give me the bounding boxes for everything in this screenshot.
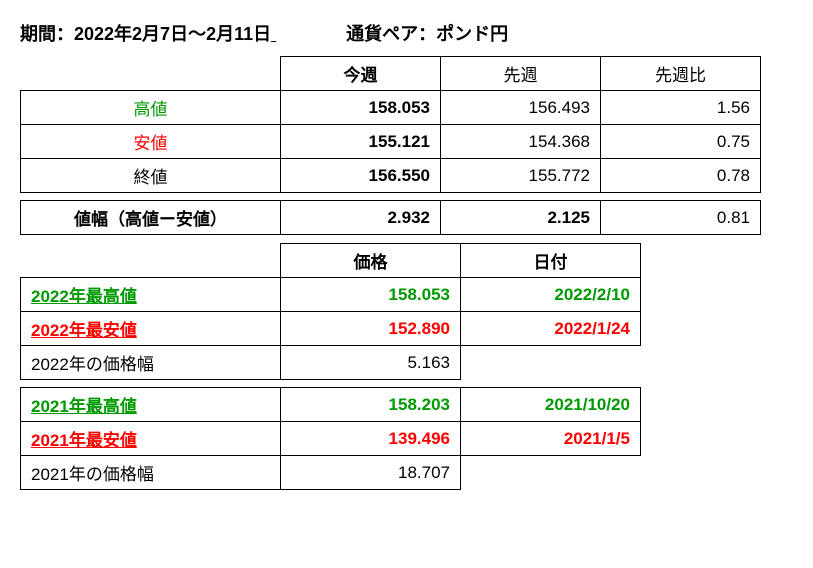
row-2022-range: 2022年の価格幅 <box>21 346 281 380</box>
table-row: 2022年の価格幅 5.163 <box>21 346 641 380</box>
cell: 0.81 <box>601 201 761 235</box>
table-row: 安値 155.121 154.368 0.75 <box>21 125 761 159</box>
table-row: 2021年最安値 139.496 2021/1/5 <box>21 422 641 456</box>
row-2022-low: 2022年最安値 <box>21 312 281 346</box>
cell: 155.121 <box>281 125 441 159</box>
cell: 2022/2/10 <box>461 278 641 312</box>
empty-cell <box>21 57 281 91</box>
cell: 158.053 <box>281 278 461 312</box>
row-2021-high: 2021年最高値 <box>21 388 281 422</box>
table-row: 2021年最高値 158.203 2021/10/20 <box>21 388 641 422</box>
row-label-high: 高値 <box>21 91 281 125</box>
col-price: 価格 <box>281 244 461 278</box>
cell: 139.496 <box>281 422 461 456</box>
cell: 2.932 <box>281 201 441 235</box>
cell: 152.890 <box>281 312 461 346</box>
cell: 2021/10/20 <box>461 388 641 422</box>
year-table: 価格 日付 2022年最高値 158.053 2022/2/10 2022年最安… <box>20 243 641 490</box>
empty-cell <box>461 456 641 490</box>
cell: 2.125 <box>441 201 601 235</box>
cell: 158.203 <box>281 388 461 422</box>
cell: 18.707 <box>281 456 461 490</box>
row-label-close: 終値 <box>21 159 281 193</box>
table-row: 値幅（高値ー安値） 2.932 2.125 0.81 <box>21 201 761 235</box>
cell: 156.550 <box>281 159 441 193</box>
period-label: 期間：2022年2月7日～2月11日 <box>20 20 271 46</box>
row-2021-low: 2021年最安値 <box>21 422 281 456</box>
cell: 1.56 <box>601 91 761 125</box>
table-row: 2022年最安値 152.890 2022/1/24 <box>21 312 641 346</box>
cell: 2021/1/5 <box>461 422 641 456</box>
table-row: 2022年最高値 158.053 2022/2/10 <box>21 278 641 312</box>
cell: 0.75 <box>601 125 761 159</box>
table-row: 価格 日付 <box>21 244 641 278</box>
row-label-low: 安値 <box>21 125 281 159</box>
pair-label: 通貨ペア：ポンド円 <box>346 20 508 46</box>
row-2021-range: 2021年の価格幅 <box>21 456 281 490</box>
row-2022-high: 2022年最高値 <box>21 278 281 312</box>
cell: 0.78 <box>601 159 761 193</box>
table-row: 高値 158.053 156.493 1.56 <box>21 91 761 125</box>
header: 期間：2022年2月7日～2月11日 通貨ペア：ポンド円 <box>20 20 793 46</box>
week-table: 今週 先週 先週比 高値 158.053 156.493 1.56 安値 155… <box>20 56 761 235</box>
gap-row <box>21 380 641 388</box>
table-row: 終値 156.550 155.772 0.78 <box>21 159 761 193</box>
col-this-week: 今週 <box>281 57 441 91</box>
empty-cell <box>461 346 641 380</box>
cell: 2022/1/24 <box>461 312 641 346</box>
empty-cell <box>21 244 281 278</box>
row-label-range: 値幅（高値ー安値） <box>21 201 281 235</box>
cell: 158.053 <box>281 91 441 125</box>
cell: 155.772 <box>441 159 601 193</box>
col-last-week: 先週 <box>441 57 601 91</box>
cell: 5.163 <box>281 346 461 380</box>
table-row: 2021年の価格幅 18.707 <box>21 456 641 490</box>
cell: 154.368 <box>441 125 601 159</box>
table-row: 今週 先週 先週比 <box>21 57 761 91</box>
gap-row <box>21 193 761 201</box>
col-diff: 先週比 <box>601 57 761 91</box>
col-date: 日付 <box>461 244 641 278</box>
cell: 156.493 <box>441 91 601 125</box>
